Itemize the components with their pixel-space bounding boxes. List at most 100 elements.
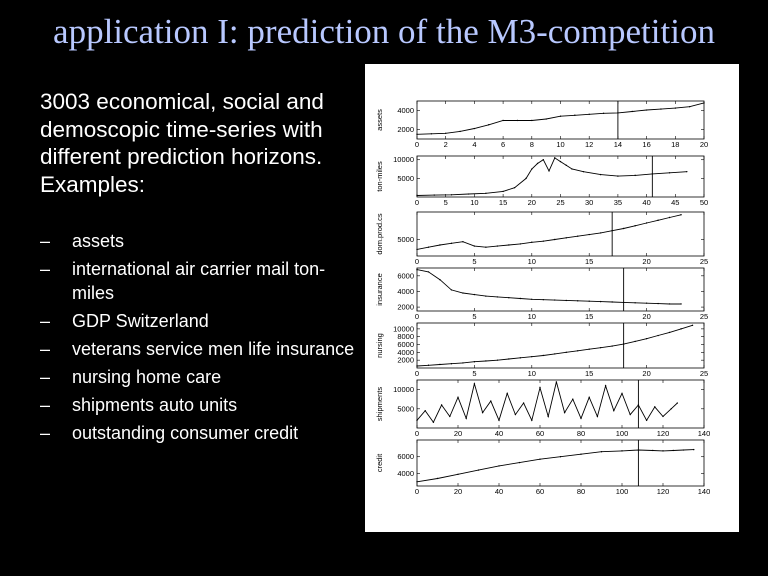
x-tick-label: 0 — [415, 487, 419, 496]
data-point — [432, 421, 435, 423]
x-tick-label: 5 — [472, 369, 476, 378]
data-point — [637, 449, 640, 451]
data-point — [596, 415, 599, 418]
data-point — [473, 361, 476, 363]
y-axis-label: nursing — [375, 333, 384, 358]
bullet-dash: – — [40, 231, 51, 251]
data-point — [611, 345, 613, 347]
x-tick-label: 25 — [556, 198, 564, 207]
x-tick-label: 0 — [415, 198, 419, 207]
data-point — [682, 449, 685, 451]
data-point — [545, 118, 547, 120]
data-point — [542, 240, 544, 242]
data-point — [565, 237, 567, 239]
data-point — [485, 295, 487, 297]
data-point — [611, 230, 613, 232]
y-axis-label: insurance — [375, 273, 384, 306]
data-point — [703, 102, 705, 104]
data-point — [668, 216, 671, 219]
x-tick-label: 20 — [454, 429, 462, 438]
data-point — [617, 112, 619, 114]
data-point — [680, 214, 682, 216]
x-tick-label: 15 — [585, 312, 593, 321]
data-point — [465, 417, 467, 420]
data-point — [686, 170, 688, 173]
data-point — [693, 448, 695, 451]
chart-frame — [416, 379, 705, 429]
data-point — [672, 449, 674, 452]
list-item-label: international air carrier mail ton-miles — [72, 259, 326, 303]
data-point — [508, 244, 510, 246]
data-point — [582, 170, 585, 173]
x-tick-label: 60 — [536, 429, 544, 438]
y-tick-label: 2000 — [397, 125, 414, 134]
list-item: – GDP Switzerland — [40, 310, 360, 334]
data-point — [668, 172, 671, 174]
x-tick-label: 15 — [499, 198, 507, 207]
x-tick-label: 0 — [415, 312, 419, 321]
data-point — [440, 404, 443, 406]
data-point — [488, 124, 490, 126]
bullet-dash: – — [40, 394, 51, 415]
data-point — [496, 359, 499, 361]
data-point — [525, 177, 527, 180]
data-point — [473, 383, 476, 385]
data-point — [542, 354, 544, 357]
list-item-label: shipments auto units — [72, 394, 238, 415]
x-tick-label: 14 — [614, 140, 622, 149]
list-item-label: outstanding consumer credit — [72, 422, 299, 443]
list-item-label: GDP Switzerland — [72, 310, 209, 331]
series-line — [416, 102, 705, 135]
data-point — [676, 402, 679, 404]
data-point — [604, 385, 607, 387]
bullet-dash: – — [40, 310, 51, 331]
list-item: – international air carrier mail ton-mile… — [40, 258, 360, 305]
data-point — [462, 292, 464, 294]
data-point — [542, 298, 544, 301]
data-point — [498, 419, 500, 422]
data-point — [580, 453, 582, 455]
x-tick-label: 10 — [528, 369, 536, 378]
list-item-label: assets — [72, 231, 125, 251]
x-tick-label: 5 — [472, 312, 476, 321]
x-tick-label: 16 — [642, 140, 650, 149]
y-tick-label: 5000 — [397, 174, 414, 183]
data-point — [496, 296, 499, 298]
x-tick-label: 40 — [642, 198, 650, 207]
data-point — [519, 357, 522, 359]
data-point — [519, 297, 522, 300]
x-tick-label: 120 — [657, 429, 670, 438]
data-point — [599, 300, 602, 303]
bullet-dash: – — [40, 338, 51, 359]
x-tick-label: 15 — [585, 369, 593, 378]
data-point — [577, 350, 579, 352]
bullet-dash: – — [40, 422, 51, 443]
data-point — [547, 415, 549, 418]
data-point — [559, 160, 562, 163]
data-point — [502, 190, 504, 193]
data-point — [662, 450, 664, 452]
data-point — [657, 302, 659, 305]
data-point — [565, 351, 567, 354]
data-point — [430, 133, 433, 135]
x-tick-label: 6 — [501, 140, 505, 149]
x-tick-label: 40 — [495, 487, 503, 496]
chart-frame — [416, 100, 705, 140]
data-point — [599, 232, 602, 234]
data-point — [436, 477, 439, 480]
data-point — [634, 340, 636, 343]
data-point — [651, 173, 654, 175]
x-tick-label: 140 — [698, 487, 711, 496]
y-axis-label: credit — [375, 453, 384, 472]
data-point — [691, 324, 694, 327]
data-point — [668, 331, 671, 334]
data-point — [531, 168, 533, 170]
data-point — [572, 398, 574, 400]
x-tick-label: 80 — [577, 429, 585, 438]
data-point — [622, 343, 625, 345]
data-point — [508, 358, 510, 360]
data-point — [645, 302, 648, 304]
data-point — [680, 303, 682, 305]
x-tick-label: 25 — [700, 312, 708, 321]
data-point — [645, 109, 648, 111]
